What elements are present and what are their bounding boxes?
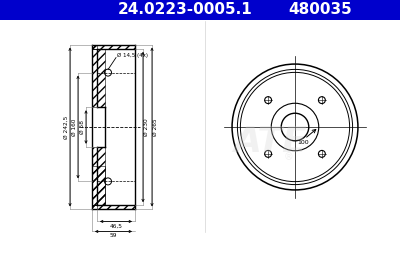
Bar: [92, 49, 105, 107]
Bar: [0, 0, 400, 20]
Text: 100: 100: [298, 140, 309, 145]
Bar: [92, 166, 105, 205]
Text: Ø 265: Ø 265: [153, 118, 158, 136]
Text: 480035: 480035: [288, 2, 352, 18]
Bar: [92, 45, 97, 49]
Text: 24.0223-0005.1: 24.0223-0005.1: [118, 2, 252, 18]
Bar: [92, 45, 135, 49]
Text: Ø 160: Ø 160: [72, 118, 77, 136]
Text: Ø 230: Ø 230: [144, 118, 149, 136]
Text: 59: 59: [110, 233, 117, 238]
Text: Ø 14,5 (4x): Ø 14,5 (4x): [117, 53, 148, 58]
Bar: [92, 205, 97, 209]
Text: ®: ®: [284, 152, 294, 162]
Text: Ø 242,5: Ø 242,5: [64, 115, 69, 139]
Bar: [92, 205, 135, 209]
Text: Ø 58: Ø 58: [80, 120, 85, 134]
Text: 46,5: 46,5: [110, 223, 122, 229]
Bar: [92, 147, 105, 205]
Text: ATE: ATE: [233, 125, 307, 159]
